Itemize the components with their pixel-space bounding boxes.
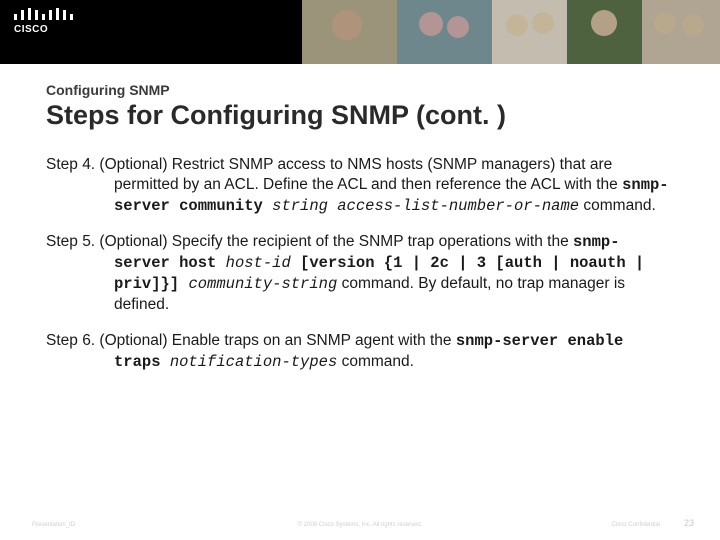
step-6: Step 6. (Optional) Enable traps on an SN… bbox=[46, 331, 674, 373]
logo-bar bbox=[49, 10, 52, 20]
step-text: (Optional) Specify the recipient of the … bbox=[95, 233, 573, 250]
step-label: Step 6. bbox=[46, 332, 95, 349]
footer-left: Presentation_ID bbox=[32, 522, 75, 528]
banner: CISCO bbox=[0, 0, 720, 64]
code: host-id bbox=[226, 254, 291, 272]
step-label: Step 4. bbox=[46, 156, 95, 173]
logo-bar bbox=[42, 14, 45, 20]
code-space bbox=[291, 254, 300, 272]
banner-photo bbox=[397, 0, 492, 64]
step-5: Step 5. (Optional) Specify the recipient… bbox=[46, 232, 674, 314]
page-title: Steps for Configuring SNMP (cont. ) bbox=[46, 100, 674, 131]
code-space bbox=[216, 254, 225, 272]
kicker: Configuring SNMP bbox=[46, 82, 674, 98]
banner-photo bbox=[492, 0, 567, 64]
step-text: (Optional) Enable traps on an SNMP agent… bbox=[95, 332, 456, 349]
code-space bbox=[161, 353, 170, 371]
logo-bar bbox=[56, 8, 59, 20]
footer: Presentation_ID © 2008 Cisco Systems, In… bbox=[0, 512, 720, 528]
code: string access-list-number-or-name bbox=[272, 197, 579, 215]
step-label: Step 5. bbox=[46, 233, 95, 250]
footer-center: © 2008 Cisco Systems, Inc. All rights re… bbox=[298, 522, 423, 528]
brand-text: CISCO bbox=[14, 24, 48, 35]
step-4: Step 4. (Optional) Restrict SNMP access … bbox=[46, 155, 674, 216]
step-text: command. bbox=[337, 353, 414, 370]
logo-bar bbox=[14, 14, 17, 20]
code: notification-types bbox=[170, 353, 337, 371]
logo-bar bbox=[35, 10, 38, 20]
logo-bar bbox=[28, 8, 31, 20]
logo-bar bbox=[63, 10, 66, 20]
code-space bbox=[263, 197, 272, 215]
footer-page: 23 bbox=[684, 518, 694, 528]
cisco-logo-icon bbox=[14, 8, 73, 20]
step-text: command. bbox=[579, 197, 656, 214]
banner-photo bbox=[302, 0, 397, 64]
code: community-string bbox=[188, 275, 337, 293]
footer-right: Cisco Confidential bbox=[612, 522, 660, 528]
banner-photo bbox=[642, 0, 720, 64]
step-text: (Optional) Restrict SNMP access to NMS h… bbox=[95, 156, 622, 193]
banner-photos bbox=[302, 0, 720, 64]
logo-bar bbox=[70, 14, 73, 20]
content: Configuring SNMP Steps for Configuring S… bbox=[0, 64, 720, 372]
slide: CISCO Configuring SNMP Steps for Configu… bbox=[0, 0, 720, 540]
banner-photo bbox=[567, 0, 642, 64]
logo-bar bbox=[21, 10, 24, 20]
